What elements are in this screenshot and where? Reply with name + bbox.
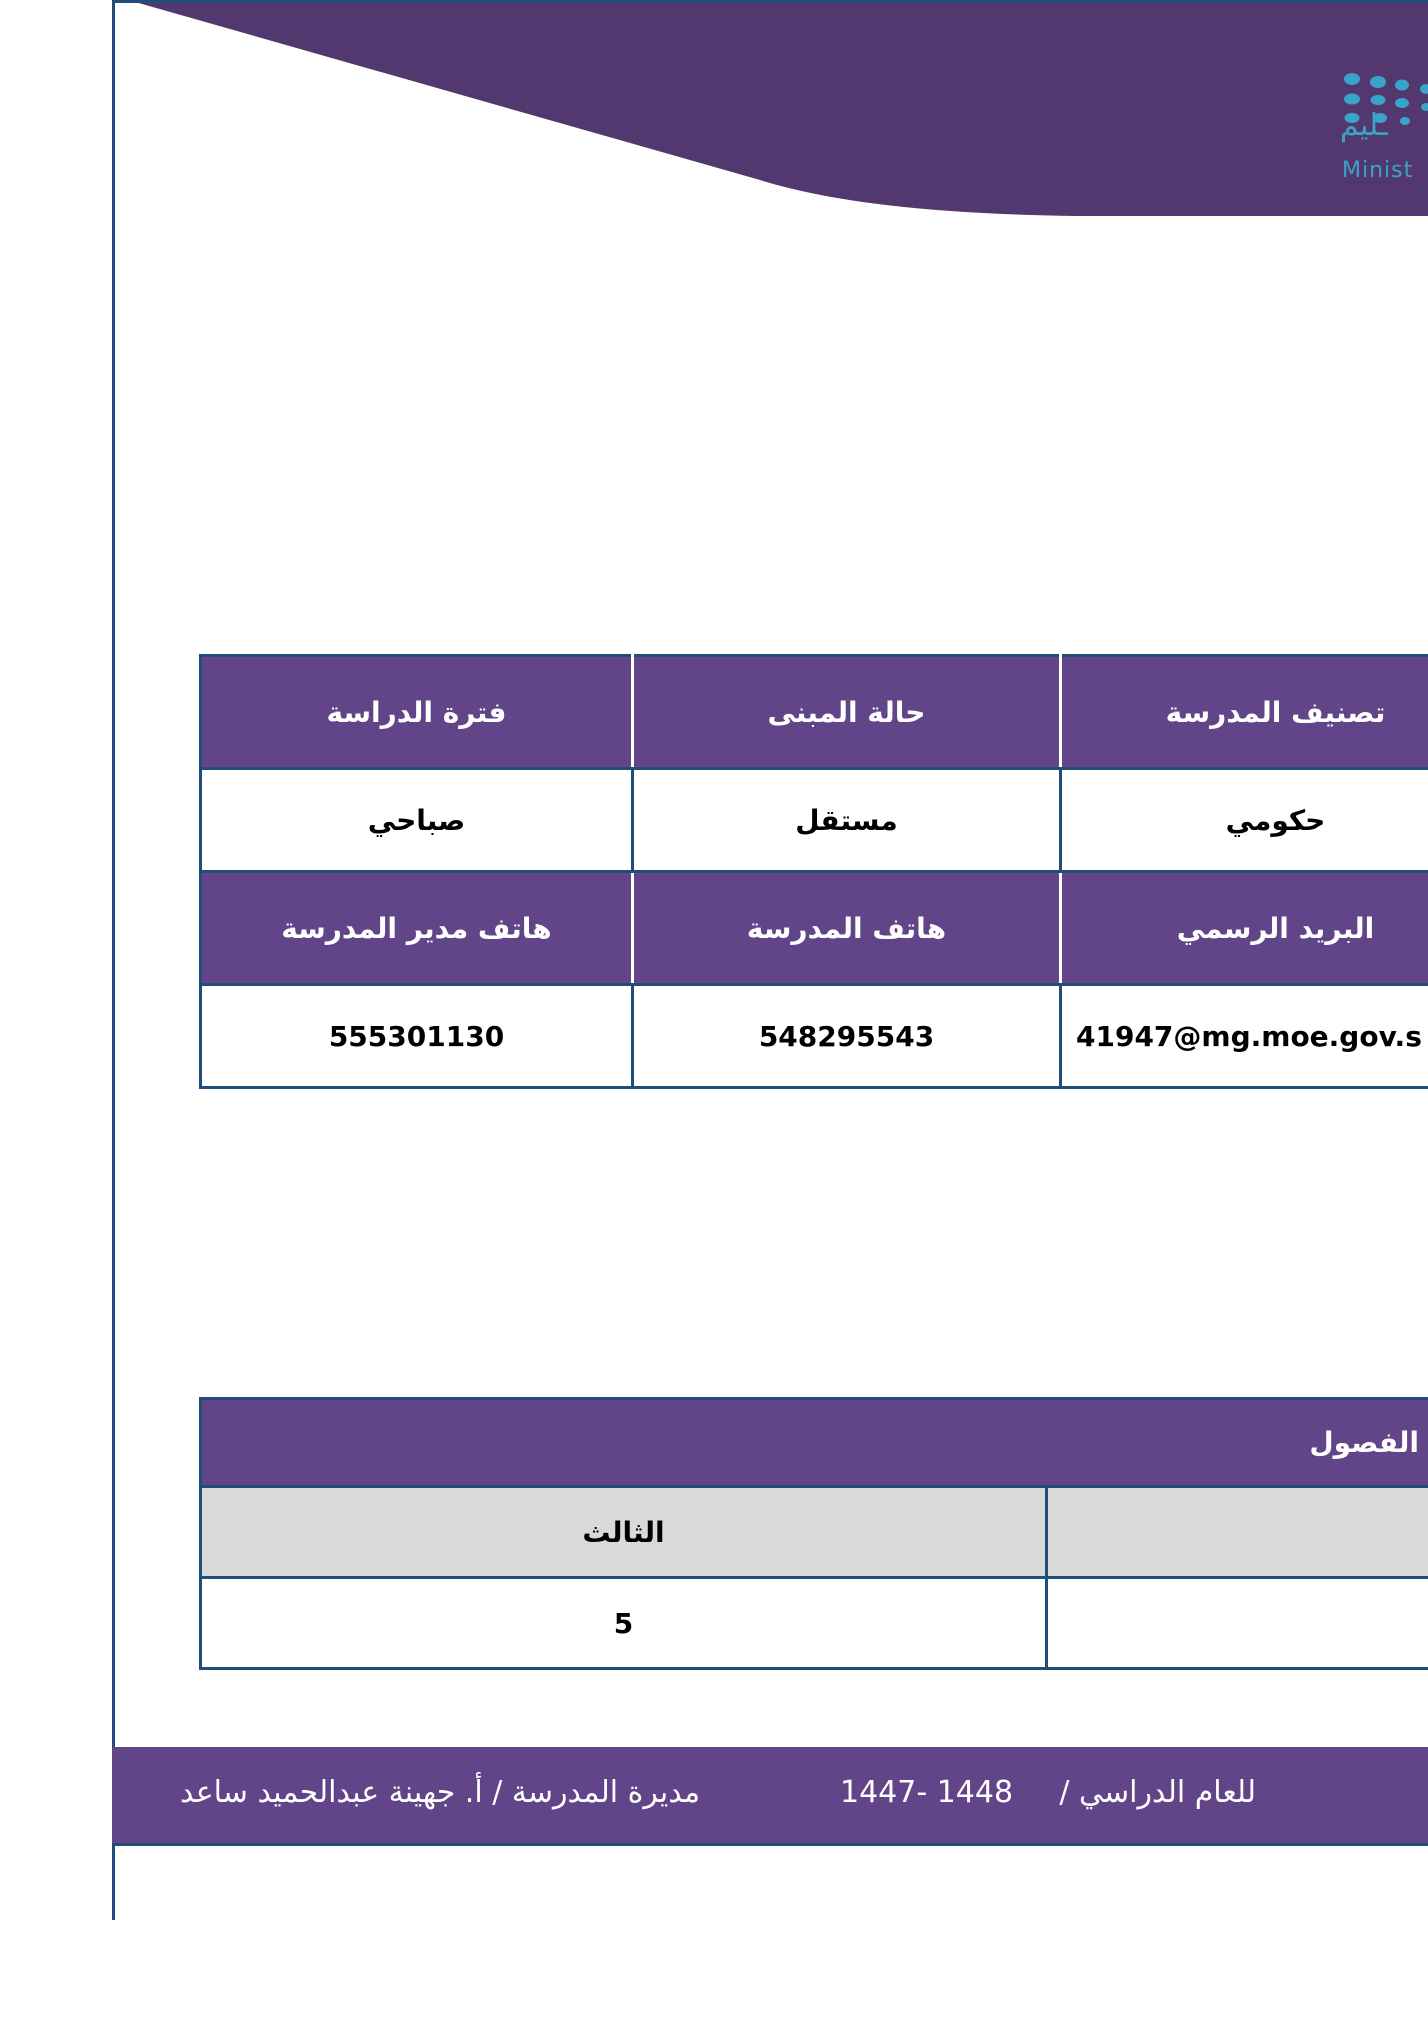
header-school-phone: هاتف المدرسة [631,870,1062,986]
value-principal-phone: 555301130 [199,983,634,1089]
logo-text-english: Minist [1342,158,1414,183]
footer-bar: للعام الدراسي / 1447- 1448 مديرة المدرسة… [112,1747,1428,1846]
table-row: البريد الرسمي هاتف المدرسة هاتف مدير الم… [199,870,1428,986]
footer-year-value: 1447- 1448 [840,1775,1014,1810]
header-wave-banner [128,0,1428,216]
header-principal-phone: هاتف مدير المدرسة [199,870,634,986]
grade-cell: الثالث [198,1485,1049,1579]
footer-principal-name: مديرة المدرسة / أ. جهينة عبدالحميد ساعد [180,1775,701,1810]
footer-year-label: للعام الدراسي / [1059,1775,1256,1810]
classes-table: الفصول الثالث 5 [198,1397,1428,1670]
header-study-period: فترة الدراسة [199,654,634,770]
count-cell: 5 [198,1576,1049,1670]
header-school-classification: تصنيف المدرسة [1059,654,1428,770]
grade-cell [1045,1485,1428,1579]
value-study-period: صباحي [199,767,634,873]
classes-table-title: الفصول [198,1397,1428,1488]
school-info-table: تصنيف المدرسة حالة المبنى فترة الدراسة ح… [199,654,1428,1089]
table-row: 41947@mg.moe.gov.s 548295543 555301130 [199,983,1428,1089]
logo-text-arabic: ـليم [1340,108,1388,143]
header-building-status: حالة المبنى [631,654,1062,770]
table-row: تصنيف المدرسة حالة المبنى فترة الدراسة [199,654,1428,770]
value-school-phone: 548295543 [631,983,1062,1089]
value-school-classification: حكومي [1059,767,1428,873]
table-row: الثالث [198,1485,1428,1579]
count-cell [1045,1576,1428,1670]
table-row: 5 [198,1576,1428,1670]
table-row: الفصول [198,1397,1428,1488]
value-official-email: 41947@mg.moe.gov.s [1059,983,1428,1089]
header-official-email: البريد الرسمي [1059,870,1428,986]
left-border [112,0,115,1920]
top-border [112,0,1428,3]
ministry-logo-dots-icon [1344,73,1428,125]
value-building-status: مستقل [631,767,1062,873]
table-row: حكومي مستقل صباحي [199,767,1428,873]
